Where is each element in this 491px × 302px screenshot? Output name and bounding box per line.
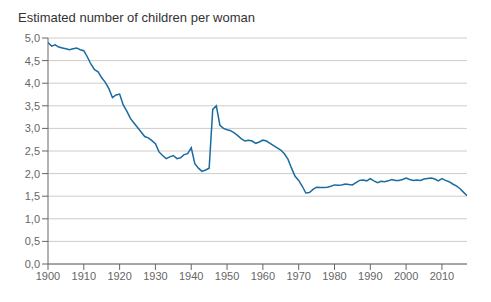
svg-text:1,0: 1,0 xyxy=(25,213,40,225)
svg-text:0,5: 0,5 xyxy=(25,235,40,247)
svg-text:3,5: 3,5 xyxy=(25,100,40,112)
svg-text:4,5: 4,5 xyxy=(25,55,40,67)
svg-text:1950: 1950 xyxy=(215,270,239,282)
svg-text:0,0: 0,0 xyxy=(25,258,40,270)
svg-text:2,5: 2,5 xyxy=(25,145,40,157)
html-text:Estimated number of children p: Estimated number of children per woman xyxy=(18,10,255,25)
svg-text:1920: 1920 xyxy=(107,270,131,282)
svg-text:1930: 1930 xyxy=(143,270,167,282)
svg-text:1910: 1910 xyxy=(72,270,96,282)
svg-text:4,0: 4,0 xyxy=(25,77,40,89)
svg-text:1940: 1940 xyxy=(179,270,203,282)
svg-text:3,0: 3,0 xyxy=(25,122,40,134)
svg-text:1960: 1960 xyxy=(251,270,275,282)
svg-text:1980: 1980 xyxy=(322,270,346,282)
svg-text:1,5: 1,5 xyxy=(25,190,40,202)
svg-text:5,0: 5,0 xyxy=(25,32,40,44)
svg-text:2000: 2000 xyxy=(394,270,418,282)
svg-text:1970: 1970 xyxy=(286,270,310,282)
svg-text:2010: 2010 xyxy=(430,270,454,282)
svg-text:2,0: 2,0 xyxy=(25,168,40,180)
svg-text:1900: 1900 xyxy=(36,270,60,282)
svg-text:1990: 1990 xyxy=(358,270,382,282)
